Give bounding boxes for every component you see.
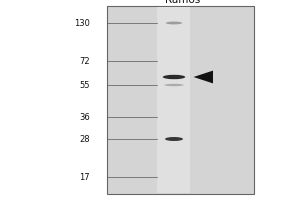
Text: 17: 17 (80, 172, 90, 182)
Text: Ramos: Ramos (165, 0, 201, 5)
Ellipse shape (163, 75, 185, 79)
Ellipse shape (166, 22, 182, 24)
Text: 28: 28 (80, 134, 90, 144)
Polygon shape (194, 71, 213, 83)
Text: 55: 55 (80, 81, 90, 90)
Bar (106, 6, 254, 194)
Ellipse shape (165, 137, 183, 141)
Text: 130: 130 (74, 19, 90, 27)
Bar (158, 7, 190, 193)
Text: 72: 72 (80, 56, 90, 66)
Ellipse shape (164, 84, 184, 86)
Text: 36: 36 (79, 112, 90, 121)
